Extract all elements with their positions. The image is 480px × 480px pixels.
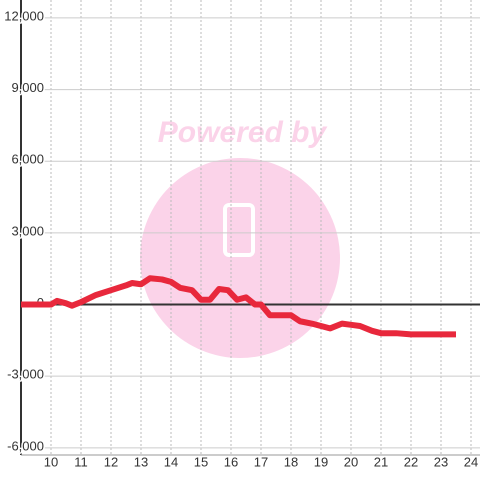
x-tick-label: 13 [134,454,148,469]
x-tick-label: 16 [224,454,238,469]
y-tick-label: 12,000 [4,8,44,23]
watermark-icon [223,203,255,257]
x-tick-label: 15 [194,454,208,469]
x-tick-label: 10 [44,454,58,469]
x-tick-label: 20 [344,454,358,469]
x-tick-label: 22 [404,454,418,469]
y-tick-label: 6,000 [11,152,44,167]
x-tick-label: 14 [164,454,178,469]
watermark-logo [140,158,340,358]
x-tick-label: 23 [434,454,448,469]
x-tick-label: 24 [464,454,478,469]
y-tick-label: 3,000 [11,223,44,238]
x-tick-label: 12 [104,454,118,469]
x-tick-label: 21 [374,454,388,469]
y-tick-label: 9,000 [11,80,44,95]
x-tick-label: 17 [254,454,268,469]
watermark: Powered by [158,116,328,149]
y-tick-label: -6,000 [7,438,44,453]
line [21,275,456,338]
y-tick-label: -3,000 [7,367,44,382]
x-tick-label: 19 [314,454,328,469]
x-tick-label: 11 [74,454,88,469]
x-tick-label: 18 [284,454,298,469]
